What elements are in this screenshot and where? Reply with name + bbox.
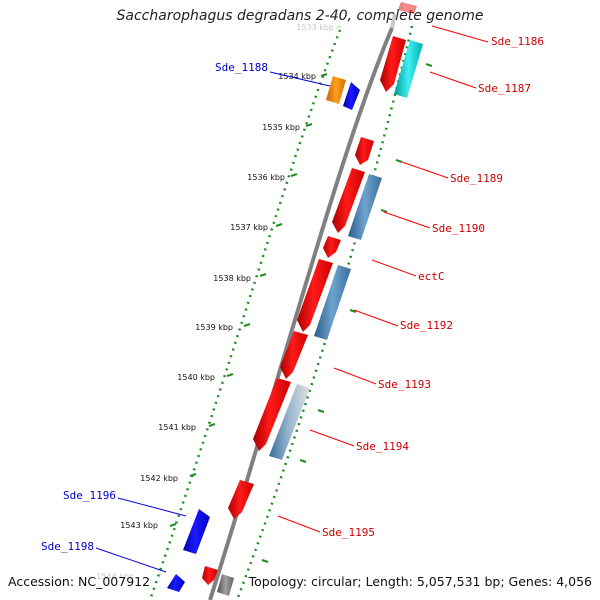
kbp-ticks: 1533 kbp 1534 kbp 1535 kbp 1536 kbp 1537… [96, 23, 342, 581]
gene-sde-1190-cds[interactable] [332, 168, 365, 233]
accession-text: Accession: NC_007912 [8, 574, 151, 589]
label-sde-1194[interactable]: Sde_1194 [356, 440, 409, 453]
tick-mark [226, 373, 234, 377]
connector [353, 309, 399, 327]
connector [371, 259, 417, 277]
forward-genes [202, 2, 417, 585]
outer-tick [380, 209, 388, 213]
tick-mark [208, 423, 216, 427]
tick-label: 1536 kbp [247, 173, 285, 182]
label-sde-1188[interactable]: Sde_1188 [215, 61, 268, 74]
label-sde-1189[interactable]: Sde_1189 [450, 172, 503, 185]
connector [333, 367, 377, 385]
tick-label: 1544 kbp [96, 572, 134, 581]
tick-mark [290, 173, 298, 177]
tick-mark [305, 123, 313, 127]
hit-sde-1187[interactable] [394, 40, 423, 98]
tick-label: 1543 kbp [120, 521, 158, 530]
outer-tick [349, 309, 357, 313]
outer-tick [317, 409, 325, 413]
label-sde-1193[interactable]: Sde_1193 [378, 378, 431, 391]
outer-tick [261, 559, 269, 563]
outer-tick [425, 63, 433, 67]
gene-sde-1187-cds[interactable] [380, 36, 406, 92]
reverse-genes [167, 76, 360, 592]
tick-label: 1533 kbp [296, 23, 334, 32]
inner-tick-ring [148, 29, 342, 600]
label-connectors-right [277, 25, 489, 533]
homology-hits [217, 40, 423, 596]
label-connectors-left [95, 71, 331, 573]
gene-sde-1194-cds[interactable] [253, 378, 291, 451]
tick-mark [320, 73, 328, 77]
label-ectc[interactable]: ectC [418, 270, 445, 283]
hit-sde-1190[interactable] [348, 174, 382, 240]
tick-label: 1535 kbp [262, 123, 300, 132]
tick-label: 1538 kbp [213, 274, 251, 283]
tick-mark [335, 25, 342, 29]
tick-mark [169, 523, 177, 527]
tick-label: 1539 kbp [195, 323, 233, 332]
tick-label: 1542 kbp [140, 474, 178, 483]
label-sde-1196[interactable]: Sde_1196 [63, 489, 116, 502]
hit-sde-1192[interactable] [314, 265, 351, 340]
gene-sde-1186[interactable] [398, 2, 417, 14]
gene-ectc-cds[interactable] [323, 236, 341, 258]
connector [269, 71, 331, 87]
connector [117, 497, 187, 517]
outer-tick [299, 459, 307, 463]
tick-mark [189, 473, 197, 477]
label-sde-1192[interactable]: Sde_1192 [400, 319, 453, 332]
connector [309, 429, 355, 447]
hit-sde-1194[interactable] [269, 384, 310, 460]
gene-sde-1198-cds[interactable] [167, 574, 185, 592]
connector [401, 161, 449, 179]
outer-ring-ticks [261, 63, 433, 563]
label-sde-1186[interactable]: Sde_1186 [491, 35, 544, 48]
gene-sde-1192-cds[interactable] [297, 259, 333, 332]
tick-mark [259, 273, 267, 277]
label-sde-1190[interactable]: Sde_1190 [432, 222, 485, 235]
gene-sde-1189-cds[interactable] [355, 137, 374, 165]
gene-sde-1188-rna[interactable] [326, 76, 346, 104]
gene-sde-1193-cds[interactable] [280, 331, 308, 379]
connector [383, 211, 431, 229]
backbone-top-faded [390, 13, 397, 29]
tick-mark [243, 323, 251, 327]
connector [429, 71, 477, 89]
outer-tick [395, 159, 403, 163]
tick-label: 1541 kbp [158, 423, 196, 432]
tick-label: 1534 kbp [278, 72, 316, 81]
tick-label: 1537 kbp [230, 223, 268, 232]
topology-text: Topology: circular; Length: 5,057,531 bp… [248, 574, 592, 589]
gene-sde-1195-cds[interactable] [228, 480, 254, 519]
tick-label: 1540 kbp [177, 373, 215, 382]
connector [431, 25, 489, 43]
tick-mark [275, 223, 283, 227]
gene-small-cds[interactable] [202, 566, 218, 585]
label-sde-1195[interactable]: Sde_1195 [322, 526, 375, 539]
connector [95, 547, 167, 573]
hit-gray[interactable] [217, 574, 234, 596]
label-sde-1187[interactable]: Sde_1187 [478, 82, 531, 95]
label-sde-1198[interactable]: Sde_1198 [41, 540, 94, 553]
gene-sde-1196-cds[interactable] [183, 509, 210, 554]
gene-sde-1188-cds[interactable] [343, 82, 360, 110]
connector [277, 515, 321, 533]
